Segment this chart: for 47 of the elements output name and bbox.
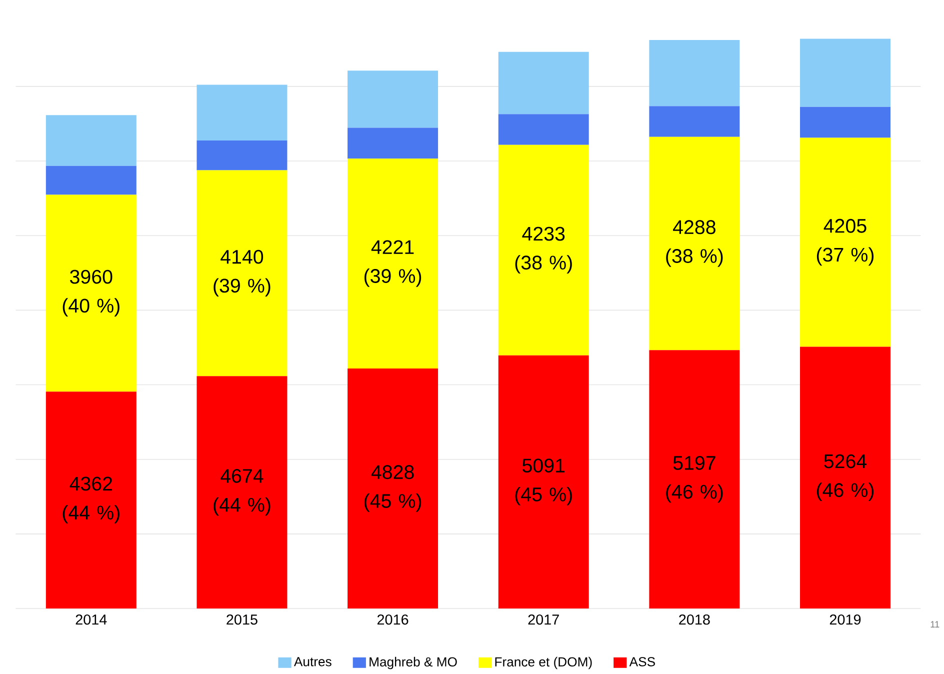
bar [800,138,890,347]
x-tick-label: 2019 [830,614,861,625]
bar [800,38,890,108]
bar [348,70,438,128]
bar [348,128,438,159]
data-label: 4140 (39 %) [214,250,270,297]
bar [348,158,438,369]
x-tick-label: 2015 [226,614,258,625]
x-tick-label: 2014 [76,614,107,625]
data-label: 4205 (37 %) [816,219,874,266]
bar [46,392,136,609]
data-label: 4233 (38 %) [515,227,572,274]
bar [196,376,288,609]
data-label: 4828 (45 %) [364,465,422,512]
bar [46,194,136,392]
data-label: 5264 (46 %) [816,454,874,502]
x-tick-label: 2016 [377,614,408,625]
bar [46,115,136,166]
legend-label: France et (DOM) [495,657,592,670]
legend-label: Autres [294,657,332,666]
bar [196,84,288,141]
legend-label: Maghreb & MO [370,657,457,670]
data-label: 3960 (40 %) [62,270,120,317]
bar [498,356,589,609]
bar [498,145,589,356]
legend-label: ASS [629,657,655,667]
data-label: 5197 (46 %) [666,456,723,503]
x-tick-label: 2018 [679,614,710,625]
data-label: 5091 (45 %) [515,458,572,506]
bar [649,350,740,609]
data-label: 4362 (44 %) [62,476,120,524]
text: 11 [930,621,940,628]
bar [649,40,740,106]
data-label: 4221 (39 %) [364,240,422,288]
bar [649,137,740,350]
bar [196,140,288,170]
bar [649,106,740,138]
x-tick-label: 2017 [528,614,559,625]
bar [800,346,890,609]
bar [348,368,438,609]
bar [46,166,136,195]
bar [800,107,890,138]
bar [196,170,288,376]
bar [498,114,589,146]
bar [498,52,589,114]
data-label: 4288 (38 %) [666,220,723,268]
data-label: 4674 (44 %) [214,469,270,516]
